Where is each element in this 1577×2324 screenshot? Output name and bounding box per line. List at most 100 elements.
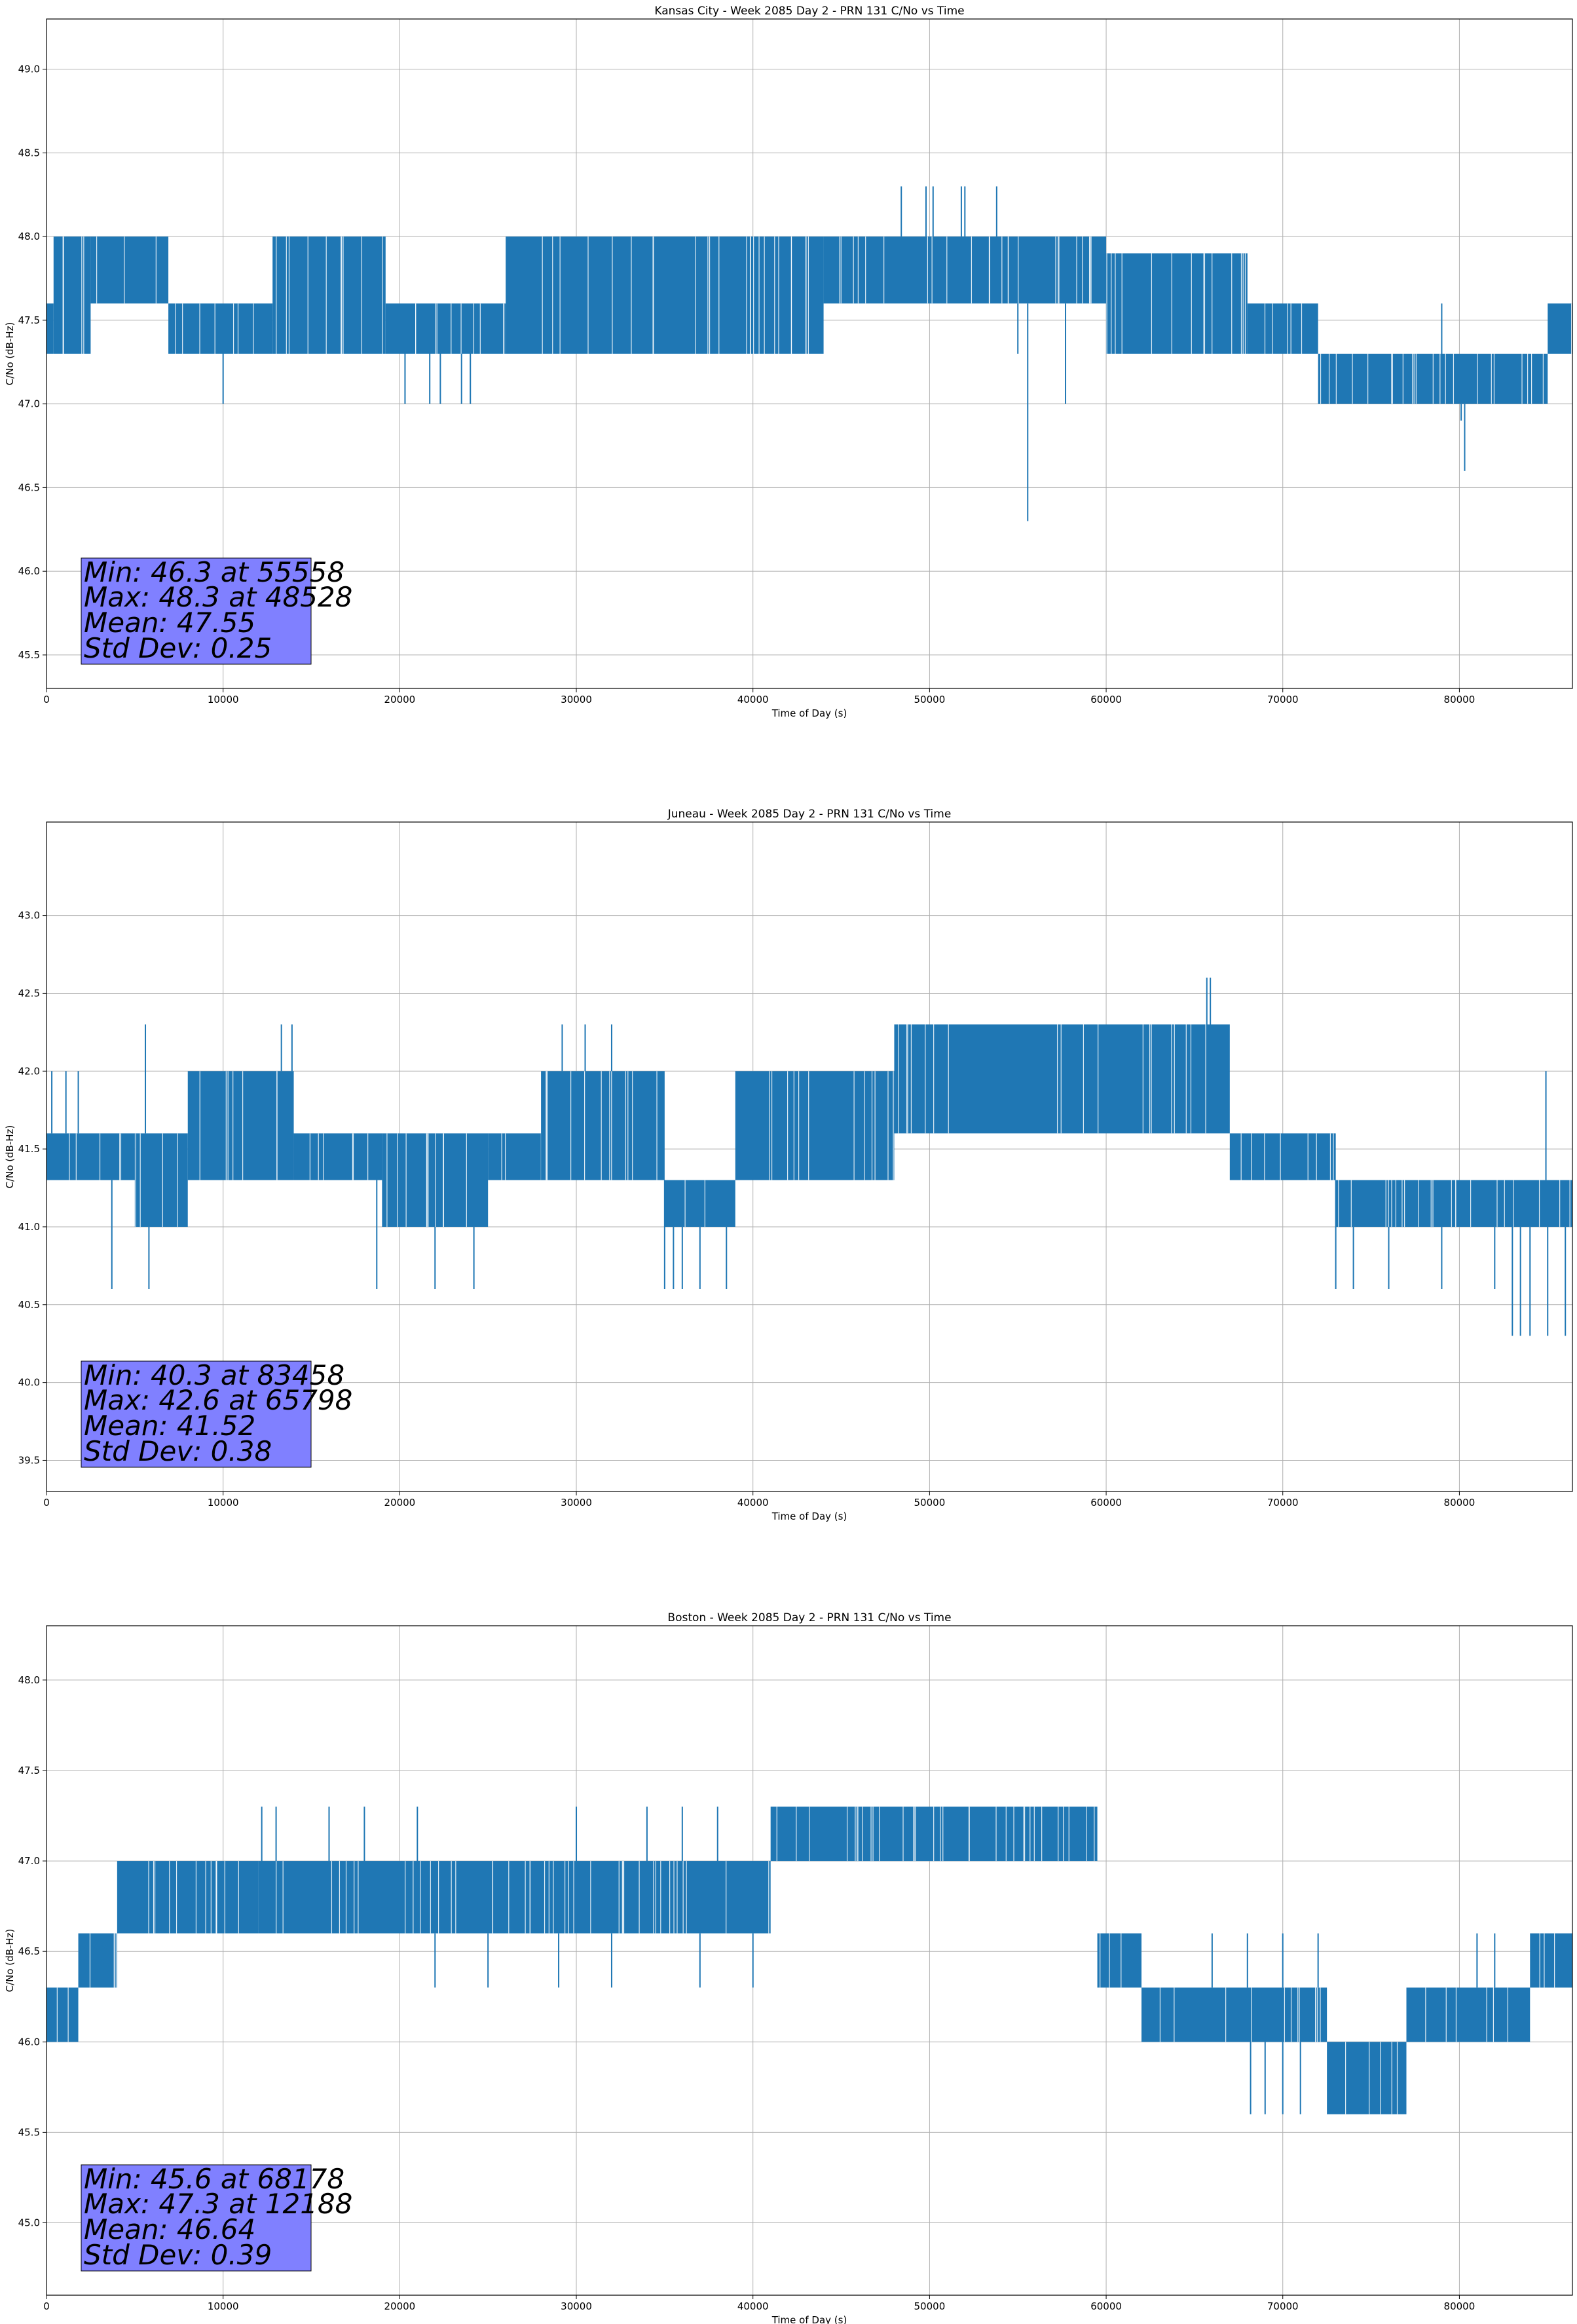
data-gap [1083, 1024, 1085, 1134]
plot-frame [46, 18, 1573, 689]
data-gap [182, 303, 183, 354]
data-gap [771, 1071, 773, 1180]
data-gap [778, 236, 779, 354]
stats-mean: Mean: 46.64 [84, 2213, 255, 2245]
data-gap [669, 1861, 671, 1934]
data-gap [764, 236, 765, 354]
data-gap [898, 1024, 899, 1134]
stats-box: Min: 45.6 at 68178 Max: 47.3 at 12188 Me… [81, 2163, 352, 2272]
data-gap [1171, 1024, 1172, 1134]
data-gap [808, 1071, 809, 1180]
data-band [272, 236, 386, 354]
data-gap [1013, 1807, 1014, 1862]
series-cno [46, 186, 1572, 521]
data-gap [341, 236, 343, 354]
data-band [117, 1861, 259, 1934]
data-gap [225, 1071, 227, 1180]
data-gap [1496, 1180, 1498, 1227]
data-gap [573, 1861, 574, 1934]
data-band [46, 303, 54, 354]
data-gap [1542, 354, 1544, 404]
x-tick-label: 50000 [914, 694, 946, 705]
data-gap [386, 1133, 388, 1227]
data-band [53, 236, 91, 354]
data-gap [1251, 1133, 1252, 1180]
stats-min: Min: 45.6 at 68178 [84, 2163, 344, 2195]
data-gap [1432, 1180, 1434, 1227]
data-gap [1430, 1180, 1432, 1227]
data-gap [988, 236, 990, 304]
y-tick-label: 39.5 [18, 1454, 40, 1466]
data-band [385, 303, 506, 354]
data-gap [1504, 1180, 1505, 1227]
data-gap [707, 236, 709, 354]
data-gap [397, 1133, 398, 1227]
data-gap [1391, 354, 1392, 404]
data-gap [1345, 2042, 1346, 2114]
data-gap [969, 1807, 970, 1862]
data-gap [584, 1071, 585, 1180]
data-gap [426, 1133, 428, 1227]
data-gap [857, 1807, 859, 1862]
data-band [506, 236, 824, 354]
data-gap [887, 1071, 889, 1180]
data-gap [503, 303, 504, 354]
x-tick-label: 0 [43, 694, 50, 705]
y-tick-label: 40.0 [18, 1377, 40, 1389]
data-gap [910, 1024, 912, 1134]
data-band [1229, 1133, 1336, 1180]
data-gap [946, 236, 948, 304]
subplot-boston: 0 10000 20000 30000 40000 50000 60000 70000 8000… [4, 1611, 1573, 2324]
y-tick-label: 47.5 [18, 314, 40, 326]
plot-frame [46, 821, 1573, 1492]
data-gap [862, 1807, 863, 1862]
data-gap [176, 1861, 177, 1934]
data-gap [1538, 1180, 1540, 1227]
data-gap [790, 236, 792, 354]
stats-max: Max: 48.3 at 48528 [84, 581, 352, 613]
subplot-juneau: 0 10000 20000 30000 40000 50000 60000 70000 8000… [4, 808, 1573, 1522]
data-gap [56, 1987, 58, 2042]
data-gap [774, 236, 775, 354]
series-cno [46, 1807, 1572, 2114]
data-band [168, 303, 273, 354]
x-tick-label: 60000 [1090, 2300, 1122, 2312]
data-gap [1432, 354, 1434, 404]
data-gap [1316, 1133, 1317, 1180]
data-gap [1445, 1987, 1447, 2042]
data-band [664, 1180, 735, 1227]
data-gap [325, 236, 327, 354]
data-gap [96, 236, 98, 304]
data-gap [1203, 253, 1204, 354]
data-gap [438, 1861, 439, 1934]
data-gap [1001, 236, 1003, 304]
y-axis-label: C/No (dB-Hz) [4, 1125, 16, 1189]
data-gap [601, 1071, 602, 1180]
data-gap [1335, 354, 1337, 404]
data-gap [995, 1807, 997, 1862]
x-axis-label: Time of Day (s) [771, 2314, 847, 2324]
stats-max: Max: 42.6 at 65798 [84, 1384, 352, 1416]
data-gap [1240, 253, 1242, 354]
data-gap [1380, 2042, 1381, 2114]
data-gap [238, 1861, 239, 1934]
data-gap [210, 1861, 212, 1934]
data-gap [62, 236, 64, 354]
data-gap [857, 236, 859, 304]
data-gap [611, 1071, 612, 1180]
data-band [1335, 1180, 1572, 1227]
data-gap [81, 236, 83, 354]
data-gap [1439, 354, 1441, 404]
data-gap [169, 1861, 170, 1934]
data-gap [148, 1861, 149, 1934]
x-tick-label: 60000 [1090, 694, 1122, 705]
subplot-title: Juneau - Week 2085 Day 2 - PRN 131 C/No … [667, 808, 952, 821]
data-gap [1090, 236, 1092, 304]
y-tick-label: 41.5 [18, 1143, 40, 1155]
data-gap [276, 1071, 278, 1180]
data-gap [1240, 1133, 1242, 1180]
data-gap [1251, 1987, 1252, 2042]
data-gap [232, 303, 234, 354]
data-gap [435, 1133, 436, 1227]
y-ticks: 45.0 45.5 46.0 46.5 47.0 47.5 48.0 [18, 1674, 46, 2229]
